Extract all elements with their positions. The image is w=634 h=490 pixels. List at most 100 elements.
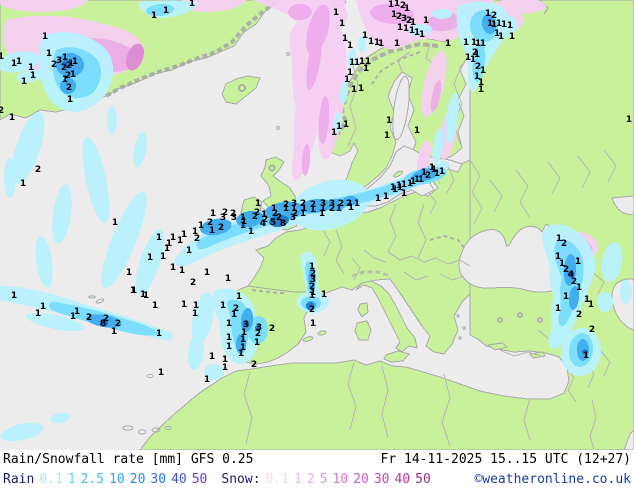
svg-text:1: 1 [111, 327, 117, 337]
svg-text:1: 1 [336, 204, 342, 214]
greenland-coast-rocks [105, 0, 278, 98]
svg-text:1: 1 [28, 63, 34, 73]
svg-text:2: 2 [292, 209, 298, 219]
svg-text:1: 1 [556, 234, 562, 244]
svg-text:2: 2 [283, 200, 289, 210]
rain-scale-label: Rain [3, 471, 35, 487]
svg-text:1: 1 [336, 122, 342, 132]
svg-text:1: 1 [474, 72, 480, 82]
snow-scale-value: 10 [332, 471, 349, 487]
svg-text:3: 3 [291, 199, 297, 209]
svg-text:2: 2 [272, 209, 278, 219]
svg-text:2: 2 [472, 48, 478, 58]
svg-text:1: 1 [181, 230, 187, 240]
svg-text:2: 2 [563, 265, 569, 275]
svg-text:1: 1 [555, 252, 561, 262]
svg-text:1: 1 [16, 57, 22, 67]
svg-text:2: 2 [194, 234, 200, 244]
svg-text:1: 1 [11, 59, 17, 69]
svg-text:1: 1 [204, 268, 210, 278]
svg-text:1: 1 [35, 309, 41, 319]
svg-text:4: 4 [260, 219, 266, 229]
svg-text:1: 1 [164, 244, 170, 254]
svg-text:2: 2 [103, 314, 109, 324]
snow-scale-value: 50 [415, 471, 431, 487]
copyright-link[interactable]: ©weatheronline.co.uk [474, 471, 631, 487]
svg-text:1: 1 [584, 295, 590, 305]
alps [351, 270, 391, 278]
svg-text:1: 1 [471, 38, 477, 48]
svg-text:1: 1 [339, 19, 345, 29]
svg-text:1: 1 [378, 39, 384, 49]
svg-text:1: 1 [166, 239, 172, 249]
svg-text:3: 3 [231, 213, 237, 223]
svg-text:1: 1 [383, 192, 389, 202]
svg-text:1: 1 [72, 57, 78, 67]
svg-text:1: 1 [414, 175, 420, 185]
svg-text:1: 1 [209, 352, 215, 362]
svg-text:1: 1 [310, 205, 316, 215]
svg-text:3: 3 [290, 213, 296, 223]
island-mallorca [302, 336, 314, 342]
svg-text:3: 3 [243, 320, 249, 330]
svg-text:1: 1 [342, 34, 348, 44]
svg-text:2: 2 [255, 329, 261, 339]
svg-text:2: 2 [310, 200, 316, 210]
svg-text:1: 1 [236, 292, 242, 302]
svg-text:1: 1 [310, 319, 316, 329]
snow-scale-value: 5 [319, 471, 328, 487]
svg-text:1: 1 [193, 301, 199, 311]
svg-text:1: 1 [485, 9, 491, 19]
svg-text:2: 2 [51, 60, 57, 70]
mountain-texture [105, 0, 543, 323]
svg-text:1: 1 [160, 252, 166, 262]
svg-text:1: 1 [439, 167, 445, 177]
svg-text:1: 1 [181, 300, 187, 310]
svg-text:1: 1 [404, 4, 410, 14]
svg-text:2: 2 [309, 305, 315, 315]
svg-text:1: 1 [204, 375, 210, 385]
svg-text:1: 1 [478, 85, 484, 95]
svg-text:1: 1 [403, 24, 409, 34]
svg-text:1: 1 [396, 181, 402, 191]
svg-text:2: 2 [425, 171, 431, 181]
svg-text:1: 1 [507, 21, 513, 31]
svg-text:1: 1 [189, 0, 195, 9]
svg-text:1: 1 [241, 217, 247, 227]
island-italy [355, 280, 418, 353]
svg-text:1: 1 [365, 57, 371, 67]
land-central-europe [247, 159, 471, 355]
svg-text:2: 2 [576, 310, 582, 320]
svg-text:2: 2 [561, 239, 567, 249]
svg-text:1: 1 [354, 199, 360, 209]
svg-text:1: 1 [354, 58, 360, 68]
svg-text:1: 1 [401, 189, 407, 199]
svg-text:2: 2 [475, 62, 481, 72]
svg-text:1: 1 [301, 204, 307, 214]
svg-text:1: 1 [465, 53, 471, 63]
svg-text:1: 1 [331, 128, 337, 138]
svg-text:1: 1 [333, 8, 339, 18]
svg-text:1: 1 [347, 68, 353, 78]
svg-text:1: 1 [9, 113, 15, 123]
svg-text:1: 1 [271, 204, 277, 214]
svg-text:1: 1 [388, 0, 394, 10]
svg-text:1: 1 [394, 0, 400, 9]
svg-text:1: 1 [192, 309, 198, 319]
svg-text:1: 1 [62, 75, 68, 85]
svg-text:1: 1 [112, 218, 118, 228]
svg-text:1: 1 [170, 233, 176, 243]
svg-text:1: 1 [487, 19, 493, 29]
rain-scale-value: 50 [191, 471, 208, 487]
snow-scale-value: 1 [294, 471, 302, 487]
svg-text:1: 1 [240, 343, 246, 353]
snow-scale-value: 20 [353, 471, 369, 487]
svg-text:1: 1 [226, 342, 232, 352]
svg-text:2: 2 [65, 71, 71, 81]
svg-text:2: 2 [396, 12, 402, 22]
svg-text:1: 1 [563, 292, 569, 302]
svg-text:1: 1 [222, 363, 228, 373]
svg-text:1: 1 [321, 290, 327, 300]
svg-text:1: 1 [309, 291, 315, 301]
islands-azores [95, 298, 105, 304]
